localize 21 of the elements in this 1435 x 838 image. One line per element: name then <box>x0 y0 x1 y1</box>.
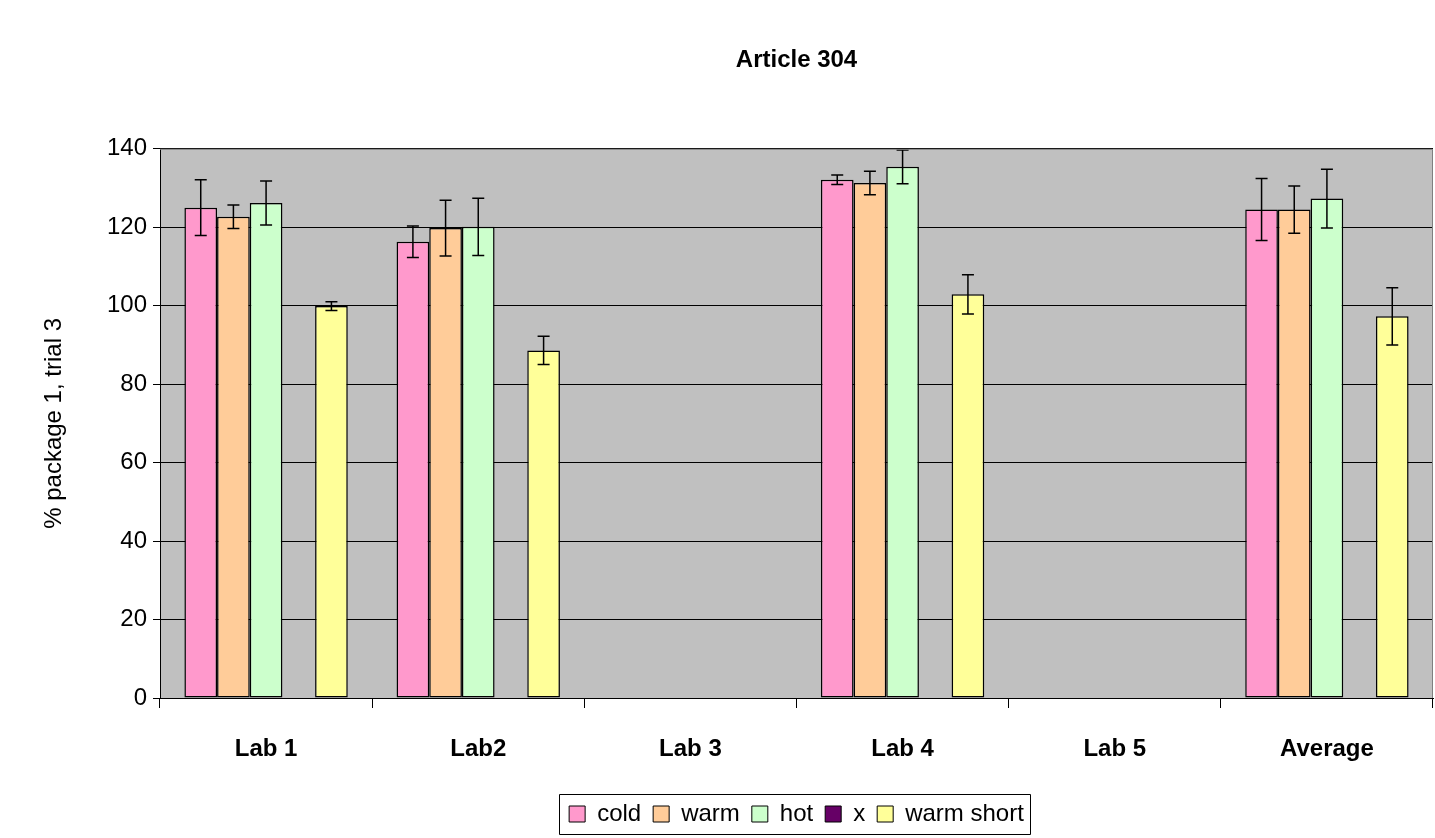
y-tick-label: 0 <box>133 682 147 710</box>
y-tick-label: 60 <box>120 447 147 475</box>
y-tick-label: 100 <box>106 290 147 318</box>
y-tick-label: 140 <box>106 133 147 161</box>
y-tick-label: 40 <box>120 525 147 553</box>
y-axis-title: % package 1, trial 3 <box>39 318 67 529</box>
x-tick-label: Lab2 <box>450 734 507 762</box>
legend-label: hot <box>779 798 814 826</box>
x-tick-label: Lab 5 <box>1083 734 1147 762</box>
y-tick-label: 20 <box>120 604 147 632</box>
y-tick-label: 80 <box>120 368 147 396</box>
x-tick-label: Lab 1 <box>234 734 298 762</box>
y-tick-label: 120 <box>106 211 147 239</box>
legend-label: warm short <box>904 798 1025 826</box>
legend-label: cold <box>597 798 642 826</box>
legend-label: warm <box>680 798 740 826</box>
x-tick-label: Lab 4 <box>871 734 935 762</box>
chart-title: Article 304 <box>735 45 858 73</box>
x-tick-label: Average <box>1279 734 1374 762</box>
x-tick-label: Lab 3 <box>659 734 722 762</box>
legend-label: x <box>853 798 866 826</box>
